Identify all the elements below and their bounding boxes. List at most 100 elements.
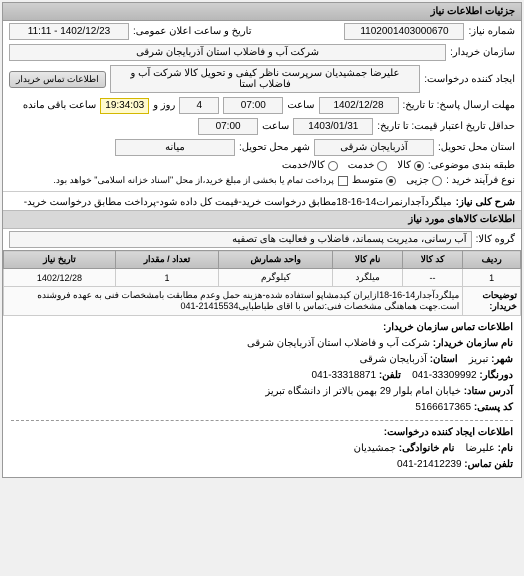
need-number-label: شماره نیاز: — [468, 26, 515, 37]
delivery-province-field: آذربایجان شرقی — [314, 139, 434, 156]
need-number-row: شماره نیاز: 1102001403000670 تاریخ و ساع… — [3, 21, 521, 42]
table-header-row: ردیف کد کالا نام کالا واحد شمارش تعداد /… — [4, 251, 521, 269]
time-label-2: ساعت — [262, 121, 289, 132]
req-name-value: علیرضا — [466, 443, 495, 454]
days-label: روز و — [153, 100, 175, 111]
postal-value: 5166617365 — [415, 402, 471, 413]
th-qty: تعداد / مقدار — [115, 251, 218, 269]
fax-label: دورنگار: — [479, 370, 513, 381]
td-qty: 1 — [115, 269, 218, 287]
ptype-opt1-label: جزیی — [406, 175, 429, 186]
radio-icon — [432, 176, 442, 186]
req-surname-label: نام خانوادگی: — [399, 443, 455, 454]
payment-note: پرداخت تمام یا بخشی از مبلغ خرید،از محل … — [53, 175, 333, 186]
delivery-city-field: میانه — [115, 139, 235, 156]
response-time-field: 07:00 — [223, 97, 283, 114]
payment-checkbox[interactable] — [338, 176, 348, 186]
city-value: تبریز — [469, 354, 489, 365]
td-desc-text: میلگردآجدار14-16-18ازایران کیدمشاپو استف… — [4, 287, 463, 316]
pkg-radio-both[interactable]: کالا/خدمت — [282, 160, 338, 171]
requester-field: علیرضا جمشیدیان سرپرست ناظر کیفی و تحویل… — [110, 65, 421, 93]
contact-section: اطلاعات تماس سازمان خریدار: نام سازمان خ… — [3, 316, 521, 477]
th-name: نام کالا — [333, 251, 402, 269]
td-code: -- — [402, 269, 463, 287]
address-value: خیابان امام بلوار 29 بهمن بالاتر از دانش… — [265, 386, 461, 397]
need-title-row: شرح کلی نیاز: میلگردآجدارنمرات14-16-18مط… — [3, 195, 521, 210]
buyer-org-field: شرکت آب و فاضلاب استان آذربایجان شرقی — [9, 44, 446, 61]
buyer-contact-button[interactable]: اطلاعات تماس خریدار — [9, 71, 106, 88]
postal-label: کد پستی: — [474, 402, 513, 413]
ptype-opt2-label: متوسط — [352, 175, 383, 186]
packaging-row: طبقه بندی موضوعی: کالا خدمت کالا/خدمت — [3, 158, 521, 173]
purchase-type-row: نوع فرآیند خرید : جزیی متوسط پرداخت تمام… — [3, 173, 521, 188]
delivery-location-row: استان محل تحویل: آذربایجان شرقی شهر محل … — [3, 137, 521, 158]
td-unit: کیلوگرم — [219, 269, 333, 287]
td-date: 1402/12/28 — [4, 269, 116, 287]
radio-icon — [328, 161, 338, 171]
address-label: آدرس ستاد: — [464, 386, 513, 397]
td-desc-label: توضیحات خریدار: — [463, 287, 521, 316]
org-name-label: نام سازمان خریدار: — [433, 338, 513, 349]
buyer-org-label: سازمان خریدار: — [450, 47, 515, 58]
ptype-radio-medium[interactable]: متوسط — [352, 175, 396, 186]
packaging-label: طبقه بندی موضوعی: — [428, 160, 515, 171]
pkg-opt3-label: کالا/خدمت — [282, 160, 325, 171]
time-label-1: ساعت — [287, 100, 314, 111]
ptype-radio-minor[interactable]: جزیی — [406, 175, 442, 186]
need-title-text: میلگردآجدارنمرات14-16-18مطابق درخواست خر… — [9, 197, 452, 208]
separator — [11, 420, 513, 421]
pkg-radio-kala[interactable]: کالا — [397, 160, 424, 171]
req-phone-label: تلفن تماس: — [464, 459, 513, 470]
validity-date-field: 1403/01/31 — [293, 118, 373, 135]
table-row: 1 -- میلگرد کیلوگرم 1 1402/12/28 — [4, 269, 521, 287]
response-deadline-label: مهلت ارسال پاسخ: تا تاریخ: — [403, 100, 515, 111]
req-contact-title: اطلاعات ایجاد کننده درخواست: — [384, 427, 513, 438]
goods-group-row: گروه کالا: آب رسانی، مدیریت پسماند، فاضل… — [3, 229, 521, 250]
th-row: ردیف — [463, 251, 521, 269]
phone-value: 33318871-041 — [312, 370, 377, 381]
table-desc-row: توضیحات خریدار: میلگردآجدار14-16-18ازایر… — [4, 287, 521, 316]
contact-title: اطلاعات تماس سازمان خریدار: — [383, 322, 513, 333]
goods-group-label: گروه کالا: — [476, 234, 515, 245]
validity-time-field: 07:00 — [198, 118, 258, 135]
pkg-opt1-label: کالا — [397, 160, 411, 171]
th-code: کد کالا — [402, 251, 463, 269]
org-name: شرکت آب و فاضلاب استان آذربایجان شرقی — [247, 338, 430, 349]
req-name-label: نام: — [498, 443, 513, 454]
radio-icon — [377, 161, 387, 171]
delivery-city-label: شهر محل تحویل: — [239, 142, 310, 153]
main-panel: جزئیات اطلاعات نیاز شماره نیاز: 11020014… — [2, 2, 522, 478]
remaining-time-field: 19:34:03 — [100, 98, 149, 114]
days-remaining-field: 4 — [179, 97, 219, 114]
public-datetime-field: 1402/12/23 - 11:11 — [9, 23, 129, 40]
req-phone-value: 21412239-041 — [397, 459, 462, 470]
public-datetime-label: تاریخ و ساعت اعلان عمومی: — [133, 26, 252, 37]
buyer-org-row: سازمان خریدار: شرکت آب و فاضلاب استان آذ… — [3, 42, 521, 63]
pkg-radio-service[interactable]: خدمت — [348, 160, 388, 171]
validity-row: حداقل تاریخ اعتبار قیمت: تا تاریخ: 1403/… — [3, 116, 521, 137]
purchase-type-label: نوع فرآیند خرید : — [446, 175, 515, 186]
td-name: میلگرد — [333, 269, 402, 287]
need-number-field: 1102001403000670 — [344, 23, 464, 40]
goods-group-field: آب رسانی، مدیریت پسماند، فاضلاب و فعالیت… — [9, 231, 472, 248]
th-date: تاریخ نیاز — [4, 251, 116, 269]
province-value: آذربایجان شرقی — [360, 354, 427, 365]
td-row: 1 — [463, 269, 521, 287]
phone-label: تلفن: — [379, 370, 401, 381]
req-surname-value: جمشیدیان — [354, 443, 396, 454]
remaining-suffix: ساعت باقی مانده — [23, 100, 96, 111]
validity-label: حداقل تاریخ اعتبار قیمت: تا تاریخ: — [377, 121, 515, 132]
province-label: استان: — [430, 354, 458, 365]
radio-icon — [386, 176, 396, 186]
delivery-province-label: استان محل تحویل: — [438, 142, 515, 153]
th-unit: واحد شمارش — [219, 251, 333, 269]
need-title-label: شرح کلی نیاز: — [456, 197, 515, 208]
ptype-radio-group: جزیی متوسط — [352, 175, 442, 186]
goods-table: ردیف کد کالا نام کالا واحد شمارش تعداد /… — [3, 250, 521, 316]
goods-info-title: اطلاعات کالاهای مورد نیاز — [3, 210, 521, 229]
fax-value: 33309992-041 — [412, 370, 477, 381]
pkg-opt2-label: خدمت — [348, 160, 375, 171]
response-deadline-row: مهلت ارسال پاسخ: تا تاریخ: 1402/12/28 سا… — [3, 95, 521, 116]
requester-row: ایجاد کننده درخواست: علیرضا جمشیدیان سرپ… — [3, 63, 521, 95]
response-date-field: 1402/12/28 — [319, 97, 399, 114]
